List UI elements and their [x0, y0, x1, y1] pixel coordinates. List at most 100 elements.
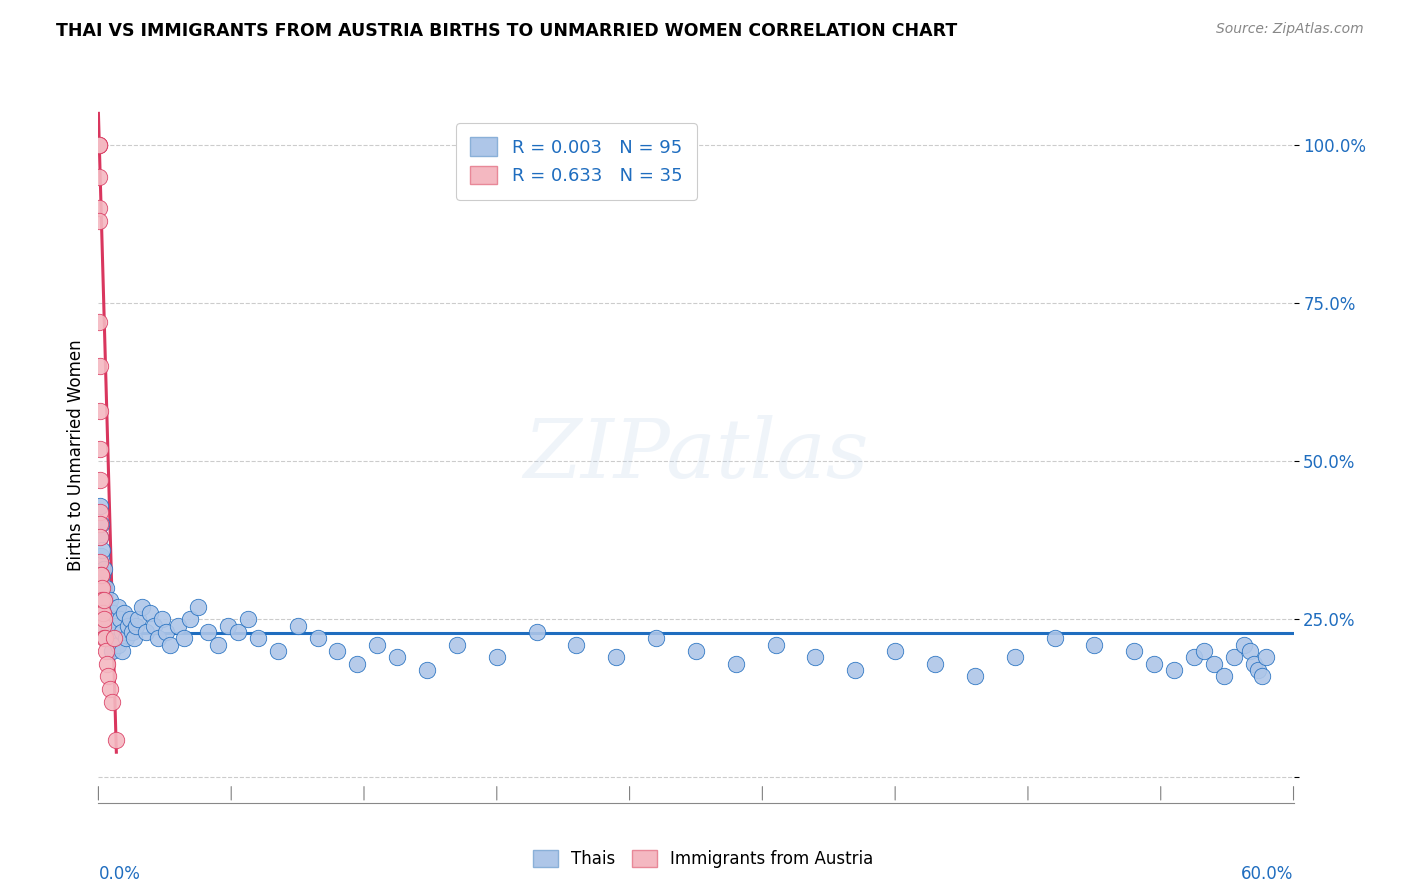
Point [197, 625, 219, 640]
Point [98, 593, 122, 607]
Point [90, 517, 112, 532]
Point [87, 138, 110, 153]
Point [1212, 669, 1234, 683]
Point [89, 530, 111, 544]
Point [87, 138, 110, 153]
Point [101, 644, 124, 658]
Point [91, 606, 114, 620]
Point [89, 359, 111, 374]
Point [89, 530, 111, 544]
Point [236, 612, 259, 626]
Text: THAI VS IMMIGRANTS FROM AUSTRIA BIRTHS TO UNMARRIED WOMEN CORRELATION CHART: THAI VS IMMIGRANTS FROM AUSTRIA BIRTHS T… [56, 22, 957, 40]
Point [565, 638, 588, 652]
Point [127, 612, 149, 626]
Point [89, 499, 111, 513]
Point [1202, 657, 1225, 671]
Point [98, 632, 122, 646]
Point [103, 632, 125, 646]
Point [103, 612, 125, 626]
Point [1143, 657, 1166, 671]
Point [724, 657, 747, 671]
Point [91, 581, 114, 595]
Point [884, 644, 907, 658]
Point [121, 625, 143, 640]
Point [844, 663, 866, 677]
Point [645, 632, 668, 646]
Point [1043, 632, 1066, 646]
Point [93, 612, 115, 626]
Point [804, 650, 827, 665]
Point [89, 214, 111, 228]
Point [685, 644, 707, 658]
Point [187, 599, 209, 614]
Point [101, 695, 124, 709]
Point [346, 657, 368, 671]
Point [1192, 644, 1215, 658]
Legend: Thais, Immigrants from Austria: Thais, Immigrants from Austria [526, 843, 880, 875]
Text: 0.0%: 0.0% [98, 865, 141, 883]
Point [91, 568, 114, 582]
Point [91, 593, 114, 607]
Point [485, 650, 508, 665]
Point [167, 618, 190, 632]
Point [97, 599, 120, 614]
Point [96, 632, 118, 646]
Point [117, 618, 139, 632]
Text: Source: ZipAtlas.com: Source: ZipAtlas.com [1216, 22, 1364, 37]
Point [111, 625, 134, 640]
Point [366, 638, 388, 652]
Point [115, 632, 138, 646]
Point [765, 638, 787, 652]
Point [1254, 650, 1277, 665]
Point [93, 593, 115, 607]
Point [1083, 638, 1105, 652]
Point [89, 315, 111, 329]
Point [89, 505, 111, 519]
Point [120, 612, 142, 626]
Point [155, 625, 177, 640]
Point [89, 169, 111, 184]
Point [93, 562, 115, 576]
Point [111, 644, 134, 658]
Point [97, 612, 120, 626]
Y-axis label: Births to Unmarried Women: Births to Unmarried Women [66, 339, 84, 571]
Point [90, 568, 112, 582]
Point [226, 625, 249, 640]
Point [125, 618, 148, 632]
Point [1222, 650, 1246, 665]
Point [90, 549, 112, 563]
Text: ZIPatlas: ZIPatlas [523, 415, 869, 495]
Point [416, 663, 439, 677]
Point [89, 556, 111, 570]
Point [91, 618, 114, 632]
Point [139, 606, 162, 620]
Point [179, 612, 201, 626]
Point [107, 599, 129, 614]
Point [124, 632, 146, 646]
Point [1246, 663, 1268, 677]
Point [1233, 638, 1256, 652]
Point [287, 618, 309, 632]
Point [307, 632, 329, 646]
Point [605, 650, 627, 665]
Point [526, 625, 548, 640]
Point [107, 638, 129, 652]
Point [89, 442, 111, 456]
Point [143, 618, 166, 632]
Point [173, 632, 195, 646]
Point [93, 593, 115, 607]
Point [93, 618, 115, 632]
Point [150, 612, 173, 626]
Point [90, 593, 112, 607]
Point [1182, 650, 1205, 665]
Point [91, 542, 114, 557]
Point [89, 201, 111, 215]
Point [90, 581, 112, 595]
Point [446, 638, 468, 652]
Point [148, 632, 170, 646]
Point [217, 618, 239, 632]
Point [96, 644, 118, 658]
Point [326, 644, 349, 658]
Point [159, 638, 181, 652]
Point [93, 632, 115, 646]
